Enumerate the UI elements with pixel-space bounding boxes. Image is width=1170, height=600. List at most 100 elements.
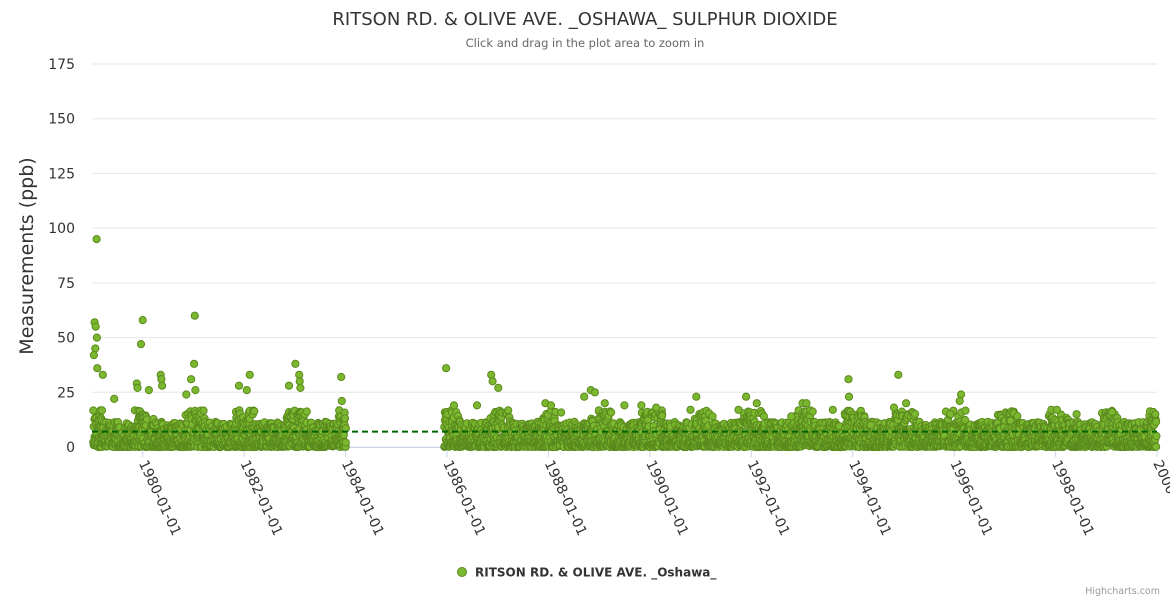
legend[interactable]: RITSON RD. & OLIVE AVE. _Oshawa_ — [457, 566, 717, 581]
data-point-peak[interactable] — [844, 392, 854, 401]
data-point-peak[interactable] — [190, 359, 199, 368]
data-point-peak[interactable] — [802, 399, 811, 408]
data-point-peak[interactable] — [1107, 407, 1117, 417]
data-point-peak[interactable] — [472, 401, 482, 410]
data-points[interactable] — [89, 235, 1161, 452]
data-point-peak[interactable] — [144, 386, 153, 395]
data-point-peak[interactable] — [89, 351, 99, 360]
data-point-peak[interactable] — [449, 401, 459, 410]
data-point-peak[interactable] — [546, 401, 556, 410]
data-point-peak[interactable] — [590, 388, 600, 397]
data-point-peak[interactable] — [894, 370, 903, 379]
data-point-peak[interactable] — [600, 399, 609, 408]
data-point-peak[interactable] — [734, 405, 743, 414]
data-point-peak[interactable] — [1052, 405, 1062, 414]
y-tick-label-50: 50 — [57, 331, 75, 347]
y-tick-label-25: 25 — [57, 385, 75, 401]
data-point-peak[interactable] — [234, 381, 244, 390]
data-point-peak[interactable] — [957, 390, 966, 399]
y-tick-label-125: 125 — [48, 166, 75, 182]
data-point[interactable] — [911, 409, 920, 419]
data-point-peak[interactable] — [110, 394, 119, 403]
x-tick-label-2000-01-01: 2000-01-01 — [1149, 458, 1170, 539]
data-point[interactable] — [1152, 442, 1161, 451]
data-point-peak[interactable] — [1151, 410, 1160, 419]
data-point-peak[interactable] — [752, 399, 761, 408]
data-point-peak[interactable] — [686, 405, 695, 414]
credits-link[interactable]: Highcharts.com — [1085, 586, 1160, 597]
data-point-peak[interactable] — [337, 396, 346, 406]
data-point[interactable] — [340, 414, 350, 423]
x-tick-label-1992-01-01: 1992-01-01 — [744, 458, 793, 539]
data-point-peak[interactable] — [955, 396, 964, 406]
x-tick-label-1984-01-01: 1984-01-01 — [338, 458, 387, 539]
data-point-peak[interactable] — [133, 383, 142, 392]
data-point[interactable] — [658, 411, 667, 420]
x-tick-label-1988-01-01: 1988-01-01 — [541, 458, 590, 539]
data-point-peak[interactable] — [828, 405, 837, 414]
data-point-peak[interactable] — [187, 375, 196, 384]
data-point-peak[interactable] — [91, 344, 100, 353]
data-point-peak[interactable] — [652, 403, 661, 412]
x-axis: 1980-01-01 1982-01-01 1984-01-01 1986-01-01… — [92, 447, 1170, 538]
data-point-peak[interactable] — [92, 333, 102, 342]
data-point-peak[interactable] — [902, 399, 911, 408]
y-tick-label-0: 0 — [66, 440, 75, 456]
data-point-peak[interactable] — [93, 364, 102, 373]
data-point-peak[interactable] — [242, 386, 251, 395]
data-point[interactable] — [961, 406, 970, 415]
x-tick-label-1994-01-01: 1994-01-01 — [845, 458, 894, 539]
data-point-peak[interactable] — [580, 392, 589, 401]
x-tick-label-1982-01-01: 1982-01-01 — [237, 458, 286, 539]
data-point-peak[interactable] — [291, 359, 300, 368]
data-point[interactable] — [97, 406, 107, 415]
data-point-peak[interactable] — [620, 401, 629, 410]
data-point-peak[interactable] — [136, 340, 146, 349]
data-point-peak[interactable] — [637, 401, 646, 410]
data-point-peak[interactable] — [742, 392, 751, 401]
data-point[interactable] — [1152, 431, 1161, 441]
legend-item-label[interactable]: RITSON RD. & OLIVE AVE. _Oshawa_ — [475, 566, 716, 581]
data-point-peak[interactable] — [866, 421, 875, 430]
data-point-peak[interactable] — [1006, 416, 1015, 425]
x-tick-label-1990-01-01: 1990-01-01 — [642, 458, 691, 539]
data-point[interactable] — [250, 407, 259, 416]
data-point-peak[interactable] — [1072, 410, 1081, 419]
data-point-peak[interactable] — [98, 370, 107, 379]
data-point-peak[interactable] — [487, 370, 496, 379]
data-point[interactable] — [808, 407, 817, 416]
data-point-peak[interactable] — [488, 377, 497, 386]
data-point-peak[interactable] — [946, 410, 955, 419]
data-point[interactable] — [759, 412, 769, 421]
data-point[interactable] — [302, 407, 311, 416]
data-point-peak[interactable] — [787, 412, 796, 421]
data-point-peak[interactable] — [245, 370, 254, 379]
y-tick-label-175: 175 — [48, 57, 75, 73]
data-point-peak[interactable] — [284, 381, 294, 390]
data-point-peak[interactable] — [296, 383, 305, 392]
data-point-peak[interactable] — [844, 375, 853, 384]
data-point-peak[interactable] — [182, 390, 191, 399]
data-point-peak[interactable] — [91, 322, 100, 331]
data-point-peak[interactable] — [889, 403, 899, 412]
data-point-peak[interactable] — [158, 381, 167, 390]
data-point[interactable] — [557, 408, 566, 417]
data-point-peak[interactable] — [337, 372, 346, 382]
x-tick-label-1996-01-01: 1996-01-01 — [947, 458, 996, 539]
data-point[interactable] — [708, 412, 717, 421]
data-point-peak[interactable] — [190, 311, 199, 320]
data-point-peak[interactable] — [191, 386, 200, 395]
data-point-peak[interactable] — [92, 235, 101, 244]
data-point[interactable] — [199, 406, 208, 415]
data-point-peak[interactable] — [442, 364, 451, 373]
data-point-peak[interactable] — [295, 377, 304, 386]
data-point-peak[interactable] — [494, 383, 503, 392]
data-point[interactable] — [607, 408, 616, 417]
data-point[interactable] — [1013, 411, 1022, 421]
data-point-peak[interactable] — [138, 316, 147, 325]
data-point[interactable] — [1152, 417, 1161, 426]
data-point[interactable] — [341, 438, 350, 447]
data-point-peak[interactable] — [692, 392, 701, 401]
